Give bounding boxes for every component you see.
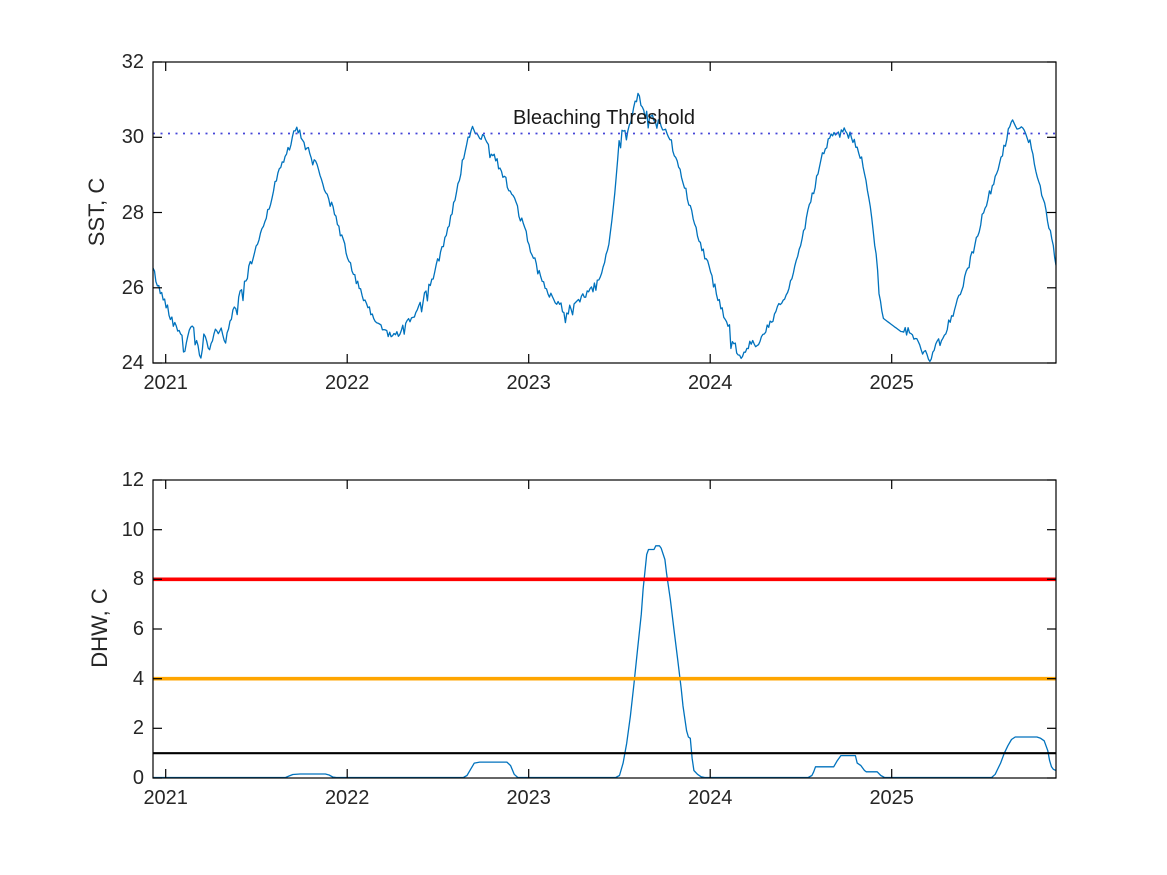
dhw-y-axis-label: DHW, C xyxy=(87,588,112,668)
x-tick-label: 2024 xyxy=(687,787,733,809)
sst-y-axis-label: SST, C xyxy=(84,177,109,247)
x-tick-label: 2025 xyxy=(869,372,914,394)
sst-series-line xyxy=(153,92,1056,363)
x-tick-label: 2023 xyxy=(506,372,551,394)
y-tick-label: 32 xyxy=(121,51,144,73)
y-tick-label: 24 xyxy=(121,352,144,374)
y-tick-label: 30 xyxy=(121,126,144,149)
y-tick-label: 28 xyxy=(121,201,144,224)
y-tick-label: 10 xyxy=(121,518,144,541)
x-tick-label: 2022 xyxy=(324,787,370,809)
x-tick-label: 2024 xyxy=(687,372,733,394)
axes-box xyxy=(152,479,1057,779)
bleaching-threshold-label: Bleaching Threshold xyxy=(513,106,696,129)
y-tick-label: 8 xyxy=(132,568,144,591)
y-tick-label: 0 xyxy=(132,767,144,789)
x-tick-label: 2025 xyxy=(869,787,914,809)
x-tick-label: 2021 xyxy=(143,787,188,809)
x-tick-label: 2022 xyxy=(324,372,370,394)
dhw-series-line xyxy=(153,545,1056,778)
y-tick-label: 12 xyxy=(121,469,144,491)
x-tick-label: 2021 xyxy=(143,372,188,394)
y-tick-label: 6 xyxy=(132,618,144,640)
y-tick-label: 26 xyxy=(121,276,144,299)
x-tick-label: 2023 xyxy=(506,787,551,809)
y-tick-label: 2 xyxy=(132,717,144,740)
y-tick-label: 4 xyxy=(132,667,144,690)
